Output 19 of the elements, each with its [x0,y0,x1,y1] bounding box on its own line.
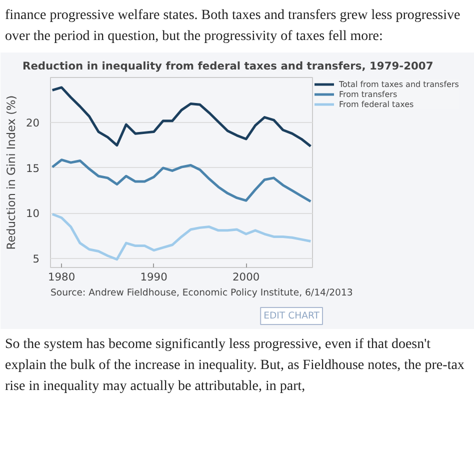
y-tick-label: 5 [32,252,40,266]
line-series [51,212,312,261]
text: So the system has become significantly less progressive, even if that doesn't explain the bulk of the increase in inequality. But, as Fieldhouse notes, the pre-tax rise in inequality may actually be attributable, in part, [5,336,465,396]
y-axis-title: Reduction in Gini Index (%) [4,95,18,250]
y-tick-label: 10 [26,207,40,220]
y-tick-label: 20 [26,116,40,130]
x-tick-label: 1980 [48,270,76,284]
legend-label: Total from taxes and transfers [339,79,459,89]
chart-title: Reduction in inequality from federal taxes and transfers, 1979-2007 [22,60,434,72]
legend-label: From transfers [339,89,398,99]
text: EDIT CHART [264,310,320,322]
text: finance progressive welfare states. Both taxes and transfers grew less progressive over the period in question, but the progressivity of taxes fell more: [5,7,462,46]
line-series [51,158,312,203]
x-tick-label: 1990 [140,270,168,284]
source-note: Source: Andrew Fieldhouse, Economic Policy Institute, 6/14/2013 [50,288,353,298]
x-tick-label: 2000 [232,270,260,284]
line-series [51,86,312,148]
y-tick-label: 15 [26,162,40,175]
legend-label: From federal taxes [339,99,414,109]
